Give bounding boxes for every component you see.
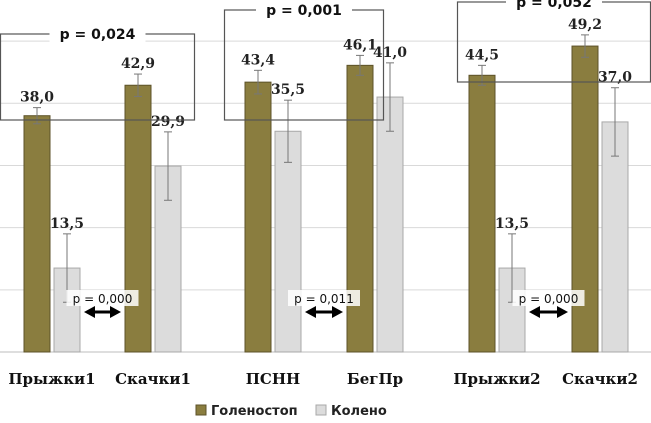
p-value-label: p = 0,052: [516, 0, 592, 11]
arrowhead-right: [557, 306, 568, 318]
bar: [23, 115, 51, 353]
data-label: 43,4: [241, 52, 275, 68]
label-background: [66, 290, 139, 306]
bar: [571, 45, 599, 353]
tick-label: БегПр: [347, 370, 403, 388]
bar: [274, 130, 302, 353]
tick-label: ПСНН: [246, 370, 300, 388]
arrowhead-left: [529, 306, 540, 318]
p-value-label: p = 0,000: [73, 292, 133, 306]
bar: [468, 74, 496, 353]
tick-label: Прыжки1: [8, 370, 95, 388]
legend-label: Колено: [331, 404, 387, 419]
label-background: [288, 290, 360, 306]
data-label: 46,1: [343, 37, 377, 53]
label-background: [49, 25, 146, 43]
p-value-label: p = 0,024: [60, 27, 136, 43]
label-background: [506, 0, 602, 11]
label-background: [512, 290, 585, 306]
bar: [124, 84, 152, 353]
data-label: 37,0: [598, 70, 632, 86]
tick-label: Скачки2: [562, 370, 638, 388]
data-label: 44,5: [465, 47, 499, 63]
tick-label: Прыжки2: [453, 370, 540, 388]
data-label: 29,9: [151, 114, 185, 130]
arrowhead-left: [84, 306, 95, 318]
p-value-label: p = 0,011: [294, 292, 354, 306]
data-label: 13,5: [50, 216, 84, 232]
annotations: p = 0,024 p = 0,001 p = 0,052 p = 0,000 p = …: [0, 0, 651, 318]
data-label: 38,0: [20, 90, 54, 106]
legend-swatch: [315, 404, 327, 416]
bars: 38,0 42,9 43,4 46,1 44,5 49,2 13,5 29,9 35,5 41,0…: [20, 17, 632, 353]
legend-swatch: [195, 404, 207, 416]
bar: [376, 96, 404, 353]
arrowhead-right: [110, 306, 121, 318]
data-label: 41,0: [373, 45, 407, 61]
data-label: 49,2: [568, 17, 602, 33]
arrowhead-left: [305, 306, 316, 318]
significance-bracket: [0, 33, 196, 121]
arrowhead-right: [332, 306, 343, 318]
data-label: 13,5: [495, 216, 529, 232]
category-labels: Прыжки1 Скачки1 ПСНН БегПр Прыжки2 Скачки2: [8, 370, 638, 388]
data-label: 35,5: [271, 82, 305, 98]
p-value-label: p = 0,000: [519, 292, 579, 306]
tick-label: Скачки1: [115, 370, 191, 388]
bar: [244, 81, 272, 353]
p-value-label: p = 0,001: [266, 3, 342, 19]
legend-label: Голеностоп: [211, 404, 298, 419]
bar: [346, 64, 374, 353]
data-label: 42,9: [121, 56, 155, 72]
legend: Голеностоп Колено: [195, 404, 387, 419]
label-background: [256, 1, 352, 19]
